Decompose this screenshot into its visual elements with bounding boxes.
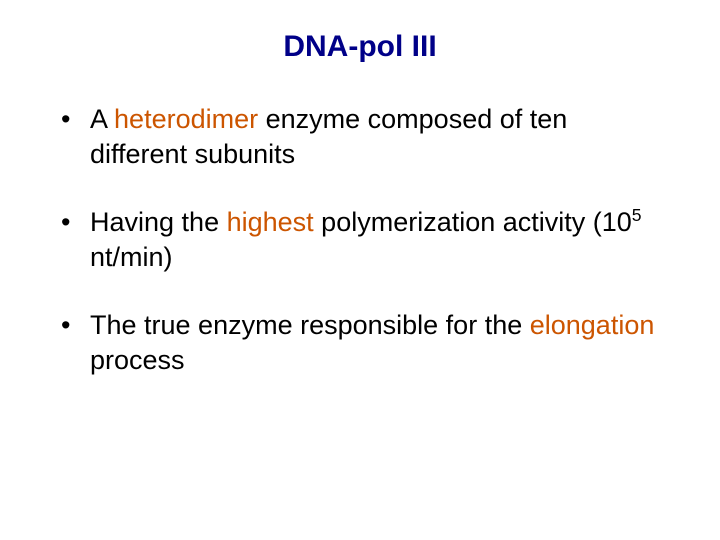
body-text: The true enzyme responsible for the: [90, 310, 530, 340]
bullet-item: The true enzyme responsible for the elon…: [55, 308, 665, 377]
highlight-text: highest: [227, 207, 314, 237]
body-text: polymerization activity (10: [314, 207, 632, 237]
bullet-item: Having the highest polymerization activi…: [55, 205, 665, 274]
slide-title: DNA-pol III: [55, 30, 665, 64]
body-text: Having the: [90, 207, 227, 237]
bullet-list: A heterodimer enzyme composed of ten dif…: [55, 102, 665, 377]
body-text: nt/min): [90, 242, 173, 272]
superscript-text: 5: [632, 205, 642, 225]
bullet-item: A heterodimer enzyme composed of ten dif…: [55, 102, 665, 171]
body-text: A: [90, 104, 114, 134]
body-text: process: [90, 345, 185, 375]
highlight-text: heterodimer: [114, 104, 258, 134]
highlight-text: elongation: [530, 310, 655, 340]
